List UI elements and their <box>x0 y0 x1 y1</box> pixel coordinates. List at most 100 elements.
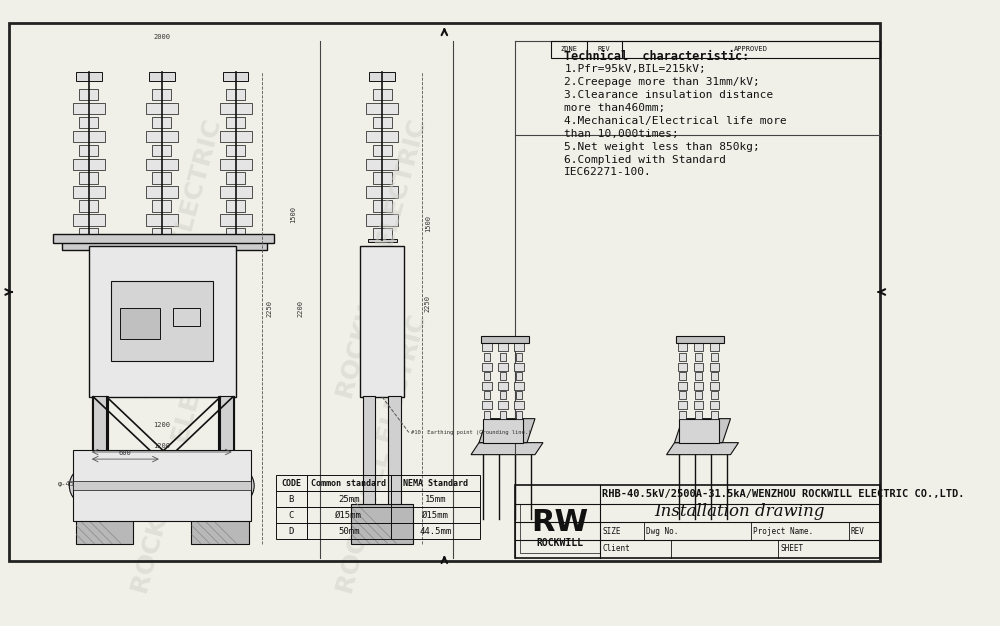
Bar <box>226 145 245 156</box>
Bar <box>373 89 392 100</box>
Bar <box>695 338 702 342</box>
Bar <box>307 475 391 491</box>
Text: φ-45: φ-45 <box>58 481 75 487</box>
Bar <box>388 396 401 517</box>
Bar <box>676 336 724 342</box>
Bar <box>679 419 719 443</box>
Bar <box>515 485 880 558</box>
Bar <box>678 362 687 371</box>
Bar <box>366 131 398 142</box>
Text: Technical  characteristic:: Technical characteristic: <box>564 50 750 63</box>
Bar <box>373 117 392 128</box>
Bar <box>152 117 171 128</box>
Bar <box>678 382 687 390</box>
Bar <box>694 401 703 409</box>
Bar <box>351 503 413 543</box>
Bar <box>373 145 392 156</box>
Bar <box>711 338 718 342</box>
Bar <box>516 353 522 361</box>
Text: REV: REV <box>598 46 611 53</box>
Circle shape <box>84 481 93 490</box>
Text: 1200: 1200 <box>153 443 170 449</box>
Text: SHEET: SHEET <box>780 545 803 553</box>
Bar <box>89 246 236 397</box>
Bar <box>223 73 248 81</box>
Text: D: D <box>288 526 294 536</box>
Bar <box>152 89 171 100</box>
Bar <box>146 131 178 142</box>
Bar <box>391 491 480 507</box>
Bar <box>391 523 480 539</box>
Bar <box>226 200 245 212</box>
Bar <box>360 246 404 397</box>
Bar <box>152 228 171 240</box>
Bar <box>92 396 108 517</box>
Bar <box>276 475 307 491</box>
Text: 1500: 1500 <box>290 206 296 223</box>
Text: Dwg No.: Dwg No. <box>646 526 678 536</box>
Bar <box>694 344 703 351</box>
Bar <box>695 353 702 361</box>
Text: 5.Net weight less than 850kg;: 5.Net weight less than 850kg; <box>564 141 760 151</box>
Text: 2250: 2250 <box>267 299 273 317</box>
Bar <box>366 187 398 198</box>
Bar <box>710 344 719 351</box>
Circle shape <box>69 466 108 505</box>
Text: RW: RW <box>531 508 588 536</box>
Bar <box>152 200 171 212</box>
Bar <box>679 353 686 361</box>
Bar <box>514 401 524 409</box>
Bar <box>679 372 686 380</box>
Bar <box>146 214 178 225</box>
Polygon shape <box>675 419 731 443</box>
Bar <box>363 396 375 517</box>
Bar <box>514 382 524 390</box>
Bar <box>484 353 490 361</box>
Bar <box>500 353 506 361</box>
Text: 2200: 2200 <box>297 299 303 317</box>
Bar <box>152 145 171 156</box>
Bar <box>484 338 490 342</box>
Bar <box>711 391 718 399</box>
Bar <box>79 89 98 100</box>
Text: ROCKWILL ELECTRIC: ROCKWILL ELECTRIC <box>333 117 431 401</box>
Bar <box>498 382 508 390</box>
Bar <box>149 73 175 81</box>
Bar <box>120 308 160 339</box>
Bar <box>498 401 508 409</box>
Bar <box>710 362 719 371</box>
Bar <box>146 187 178 198</box>
Bar <box>307 507 391 523</box>
Text: APPROVED: APPROVED <box>734 46 768 53</box>
Bar <box>391 475 480 491</box>
Bar <box>482 382 492 390</box>
Bar <box>514 344 524 351</box>
Bar <box>146 158 178 170</box>
Bar <box>226 117 245 128</box>
Text: 2.Creepage more than 31mm/kV;: 2.Creepage more than 31mm/kV; <box>564 77 760 87</box>
Bar <box>368 239 397 242</box>
Bar <box>366 214 398 225</box>
Bar <box>76 73 102 81</box>
Bar <box>482 362 492 371</box>
Bar <box>500 391 506 399</box>
Text: more than460mm;: more than460mm; <box>564 103 666 113</box>
Text: ROCKWILL ELECTRIC: ROCKWILL ELECTRIC <box>333 312 431 597</box>
Bar <box>220 214 252 225</box>
Text: 6.Complied with Standard: 6.Complied with Standard <box>564 155 726 165</box>
Text: 2250: 2250 <box>425 295 431 312</box>
Bar <box>710 401 719 409</box>
Bar <box>79 200 98 212</box>
Text: than 10,000times;: than 10,000times; <box>564 129 679 139</box>
Bar <box>221 239 250 242</box>
Bar <box>484 411 490 419</box>
Text: 2000: 2000 <box>153 34 170 40</box>
Bar <box>694 362 703 371</box>
Bar <box>678 401 687 409</box>
Text: ZONE: ZONE <box>560 46 577 53</box>
Bar <box>369 73 395 81</box>
Bar <box>74 239 103 242</box>
Bar <box>514 362 524 371</box>
Text: IEC62271-100.: IEC62271-100. <box>564 168 652 178</box>
Bar <box>484 372 490 380</box>
